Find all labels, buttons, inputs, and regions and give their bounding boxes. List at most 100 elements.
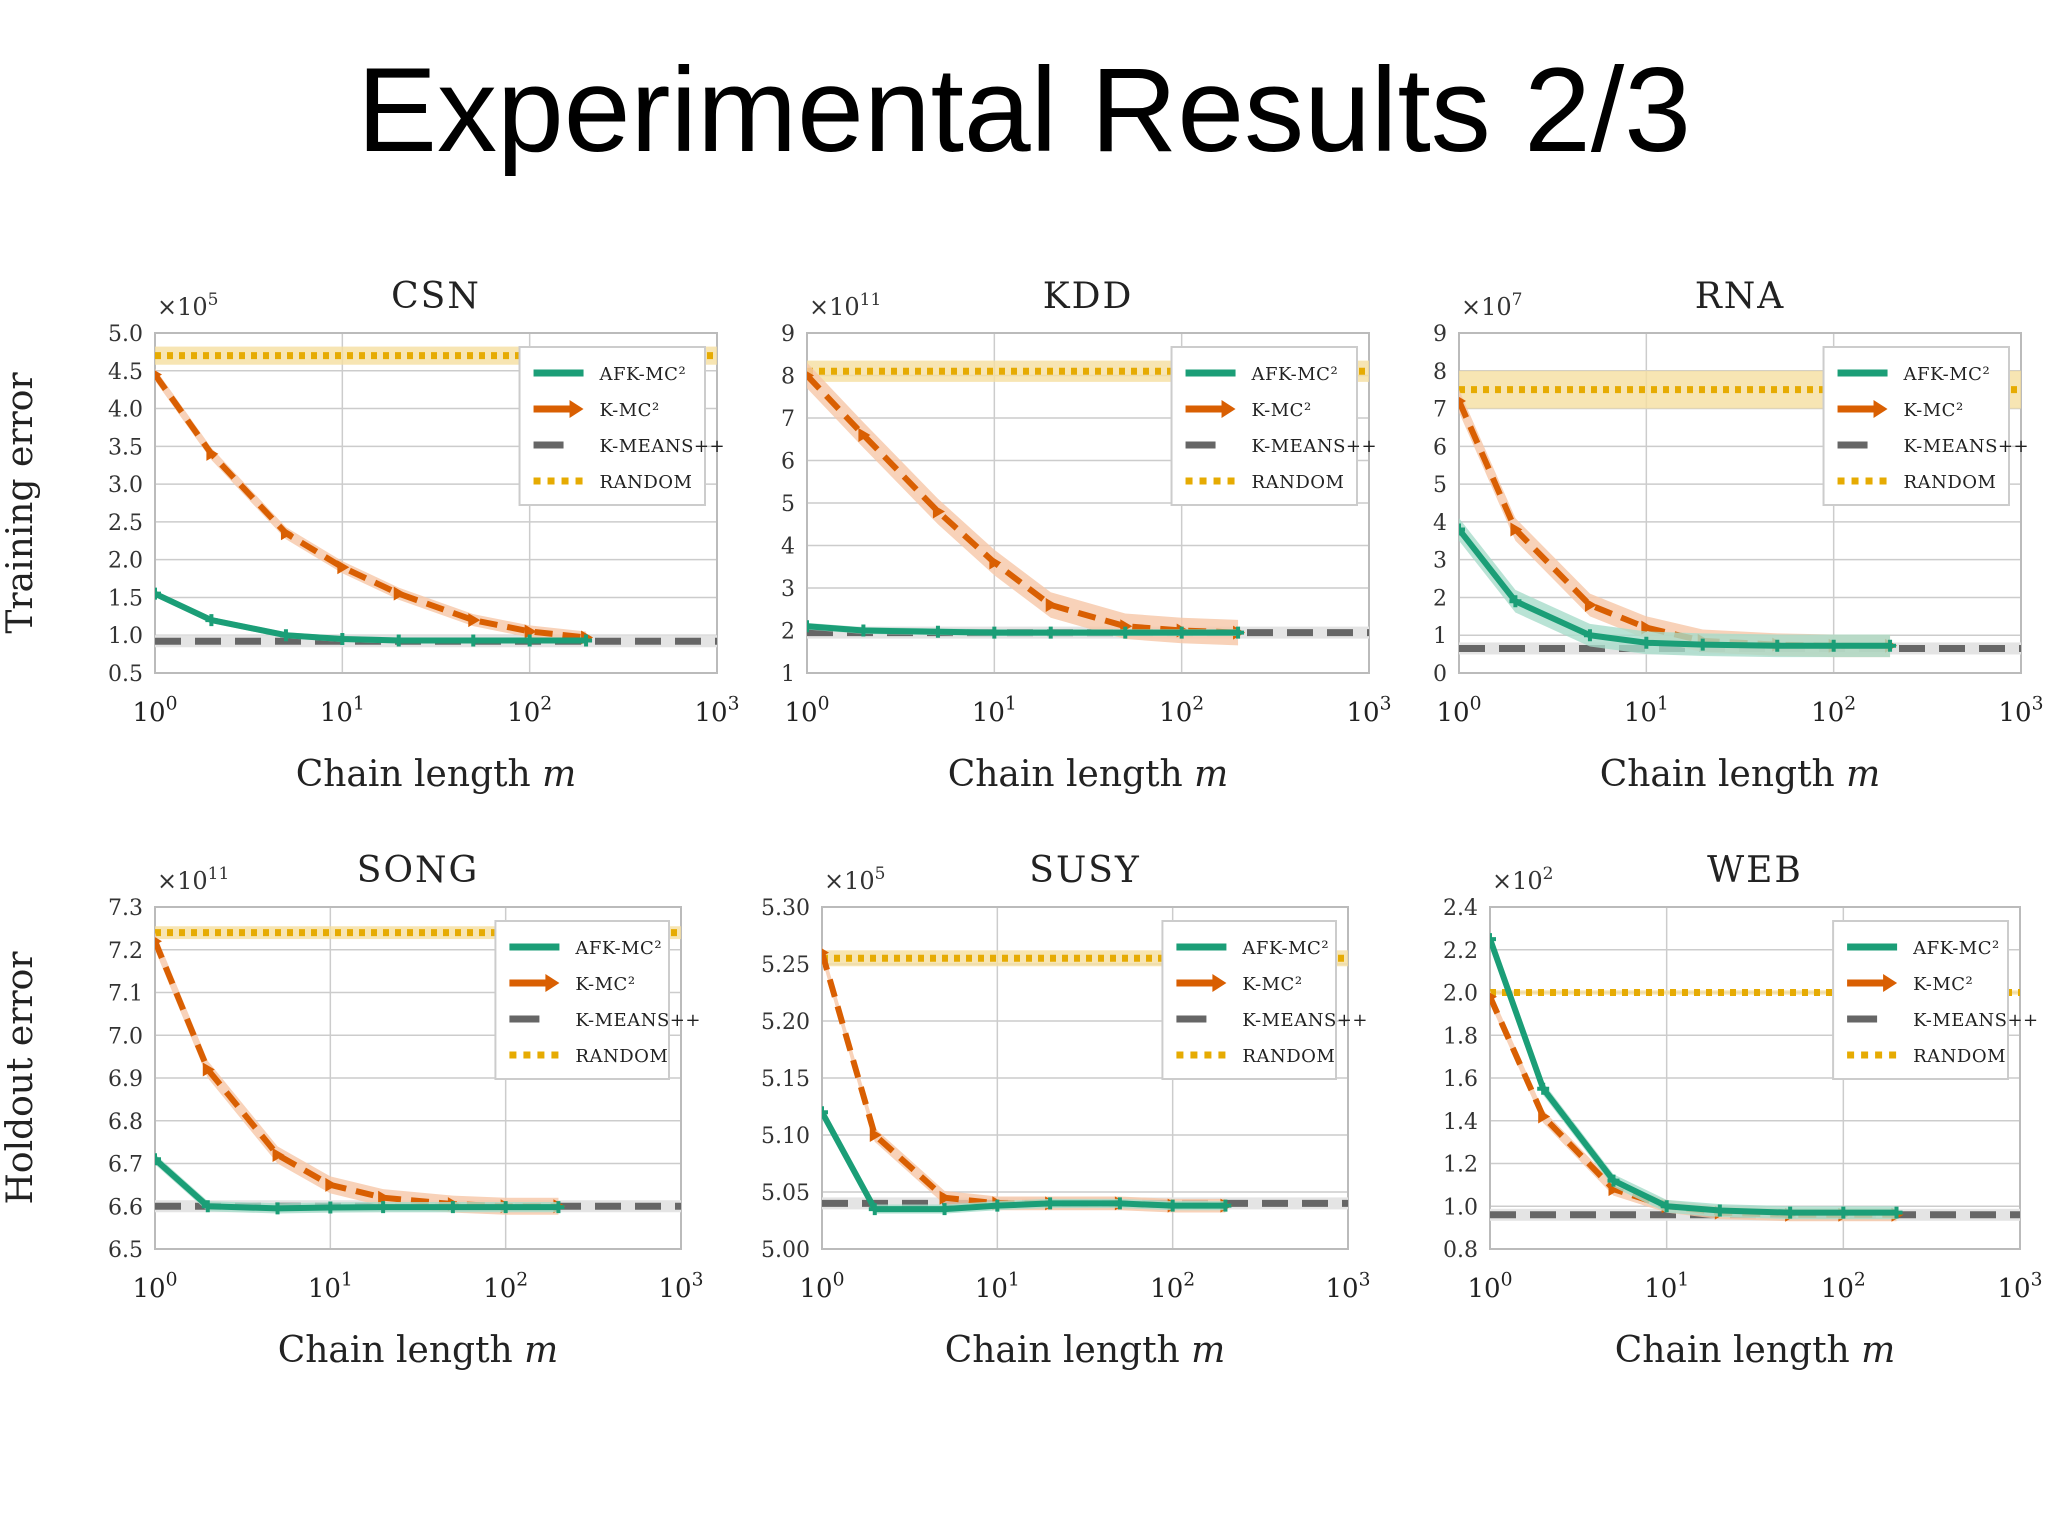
confidence-band	[1459, 389, 1891, 658]
legend-label: K-MEANS++	[600, 436, 726, 457]
axis-multiplier: ×1011	[157, 864, 229, 895]
legend-label: K-MC²	[1252, 400, 1312, 421]
data-point	[1459, 523, 1465, 536]
data-point	[324, 1201, 337, 1214]
axis-multiplier: ×105	[824, 864, 885, 895]
y-tick-label: 4.5	[108, 360, 143, 385]
y-tick-label: 2	[1433, 586, 1447, 611]
y-tick-label: 8	[781, 365, 795, 390]
data-point	[1490, 992, 1497, 1001]
series-line	[155, 1156, 559, 1212]
y-tick-label: 5.30	[761, 896, 810, 921]
x-tick-label: 103	[1326, 1269, 1371, 1304]
legend-label: RANDOM	[1242, 1046, 1335, 1067]
x-axis-label: Chain length m	[1615, 1330, 1896, 1371]
y-tick-label: 6.5	[108, 1238, 143, 1263]
data-point	[1584, 598, 1597, 612]
data-point	[822, 948, 829, 957]
y-tick-label: 8	[1433, 360, 1447, 385]
data-point	[1884, 639, 1897, 652]
x-tick-label: 102	[1811, 693, 1856, 728]
legend-label: AFK-MC²	[1912, 938, 2000, 959]
legend: AFK-MC² K-MC² K-MEANS++ RANDOM	[1170, 346, 1378, 506]
x-tick-label: 102	[507, 693, 552, 728]
legend-label: K-MC²	[600, 400, 660, 421]
y-tick-label: 2.4	[1443, 896, 1478, 921]
y-tick-label: 3	[1433, 549, 1447, 574]
legend-label: AFK-MC²	[1903, 364, 1991, 385]
y-tick-label: 3.0	[108, 473, 143, 498]
data-point	[201, 1200, 214, 1213]
legend-arrow	[1883, 974, 1898, 992]
legend-label: K-MEANS++	[575, 1010, 701, 1031]
data-point	[991, 1199, 1004, 1212]
data-point	[393, 586, 406, 601]
data-point	[1510, 522, 1523, 537]
y-tick-label: 7	[781, 407, 795, 432]
data-point	[499, 1201, 512, 1214]
x-tick-label: 103	[659, 1269, 704, 1304]
data-point	[279, 629, 292, 642]
plot-frame	[821, 906, 1349, 1250]
data-point	[336, 633, 349, 645]
data-point	[377, 1201, 390, 1214]
y-tick-label: 1	[1433, 624, 1447, 649]
x-tick-label: 100	[133, 693, 178, 728]
data-point	[468, 613, 481, 628]
chart-rna: AFK-MC² K-MC² K-MEANS++ RANDOM RNA ×107 0 1 2 3 4 5…	[1433, 276, 2044, 795]
legend: AFK-MC² K-MC² K-MEANS++ RANDOM	[1161, 920, 1367, 1080]
chart-title: SUSY	[1029, 850, 1140, 891]
y-tick-label: 1.6	[1443, 1067, 1478, 1092]
y-axis-label: Holdout error	[0, 951, 41, 1205]
chart-web: AFK-MC² K-MC² K-MEANS++ RANDOM WEB ×102 0.8 1.0…	[1443, 850, 2043, 1371]
x-tick-label: 100	[800, 1269, 845, 1304]
plot-frame	[806, 332, 1370, 674]
series-afk	[155, 587, 593, 647]
y-tick-label: 5	[781, 492, 795, 517]
data-point	[202, 1062, 215, 1077]
y-tick-label: 5.25	[761, 953, 810, 978]
y-tick-label: 7	[1433, 398, 1447, 423]
data-point	[868, 1203, 881, 1216]
y-tick-label: 4	[1433, 511, 1447, 536]
y-tick-label: 5.15	[761, 1067, 810, 1092]
y-tick-label: 5.20	[761, 1010, 810, 1035]
chart-susy: AFK-MC² K-MC² K-MEANS++ RANDOM SUSY ×105 5.00 5…	[761, 850, 1370, 1371]
data-point	[1537, 1082, 1550, 1095]
chart-title: RNA	[1695, 276, 1786, 317]
data-point	[1119, 626, 1132, 639]
y-tick-label: 6	[1433, 435, 1447, 460]
series-afk	[807, 620, 1245, 639]
data-point	[1607, 1174, 1620, 1187]
data-point	[938, 1203, 951, 1216]
data-point	[1784, 1206, 1797, 1219]
y-tick-label: 5.05	[761, 1181, 810, 1206]
data-point	[337, 560, 350, 575]
y-tick-label: 5.00	[761, 1238, 810, 1263]
x-axis-label: Chain length m	[948, 754, 1229, 795]
legend-label: K-MEANS++	[1252, 436, 1378, 457]
data-point	[155, 370, 162, 379]
data-point	[1538, 1109, 1551, 1124]
legend: AFK-MC² K-MC² K-MEANS++ RANDOM	[518, 346, 726, 506]
y-tick-label: 1.0	[108, 624, 143, 649]
data-point	[1166, 1199, 1179, 1212]
y-tick-label: 6.9	[108, 1067, 143, 1092]
x-tick-label: 103	[1998, 1269, 2043, 1304]
series-line	[155, 590, 587, 644]
legend-label: AFK-MC²	[574, 938, 662, 959]
series-line	[822, 951, 1226, 1209]
data-point	[1696, 638, 1709, 651]
legend: AFK-MC² K-MC² K-MEANS++ RANDOM	[494, 920, 701, 1080]
data-point	[858, 428, 871, 442]
x-axis-label: Chain length m	[945, 1330, 1226, 1371]
x-tick-label: 102	[1159, 693, 1204, 728]
legend-arrow	[1212, 974, 1227, 992]
y-tick-label: 6	[781, 450, 795, 475]
legend-label: RANDOM	[1252, 472, 1345, 493]
y-tick-label: 1	[781, 662, 795, 687]
series-line	[1490, 938, 1897, 1216]
legend-label: RANDOM	[600, 472, 693, 493]
series-afk	[155, 1153, 565, 1215]
legend-arrow	[545, 974, 560, 992]
